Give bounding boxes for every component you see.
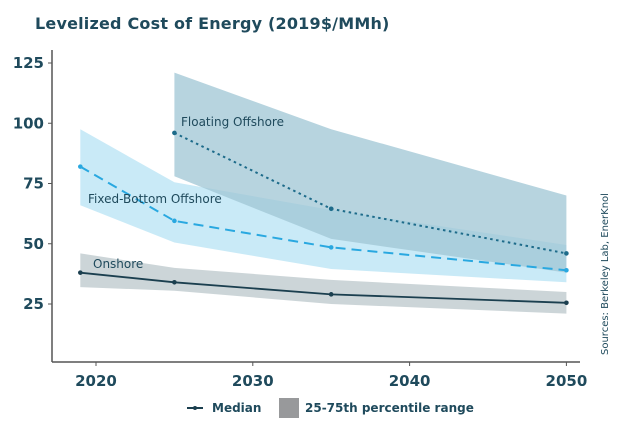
series-labels: Floating Offshore Fixed-Bottom Offshore On… [88, 115, 284, 271]
legend: Median 25-75th percentile range [187, 398, 474, 418]
y-tick-label: 125 [13, 54, 44, 72]
source-note: Sources: Berkeley Lab, EnerKnol [600, 193, 611, 355]
median-point-onshore [172, 280, 177, 285]
median-point-fixed-bottom-offshore [564, 267, 569, 273]
x-tick-label: 2020 [75, 372, 117, 390]
series-label-fixed-bottom-offshore: Fixed-Bottom Offshore [88, 192, 222, 206]
y-tick-label: 25 [23, 295, 44, 313]
series-label-floating-offshore: Floating Offshore [181, 115, 284, 129]
median-point-floating-offshore [172, 130, 177, 136]
y-tick-label: 100 [13, 114, 44, 132]
x-tick-label: 2030 [232, 372, 274, 390]
median-point-onshore [78, 270, 83, 275]
median-line-fixed-bottom-offshore [79, 165, 567, 272]
axes: 25 50 75 100 125 2020 2030 2040 2050 [13, 50, 588, 390]
median-point-fixed-bottom-offshore [328, 245, 334, 250]
y-tick-label: 50 [23, 235, 44, 253]
median-point-onshore [328, 292, 334, 297]
median-point-floating-offshore [328, 206, 334, 212]
legend-median-marker [193, 406, 197, 410]
y-tick-label: 75 [23, 175, 44, 193]
median-point-fixed-bottom-offshore [78, 164, 83, 169]
band-floating-offshore [174, 72, 567, 273]
x-tick-label: 2050 [546, 372, 588, 390]
legend-range-swatch [279, 398, 299, 418]
legend-median-label: Median [212, 401, 261, 415]
median-point-fixed-bottom-offshore [172, 218, 177, 224]
series-label-onshore: Onshore [93, 257, 143, 271]
median-line-onshore [80, 271, 567, 304]
median-point-onshore [564, 300, 569, 306]
x-tick-label: 2040 [389, 372, 431, 390]
median-lines [78, 130, 569, 306]
chart-title: Levelized Cost of Energy (2019$/MMh) [35, 14, 390, 33]
median-point-floating-offshore [564, 251, 569, 256]
legend-range-label: 25-75th percentile range [305, 401, 474, 415]
